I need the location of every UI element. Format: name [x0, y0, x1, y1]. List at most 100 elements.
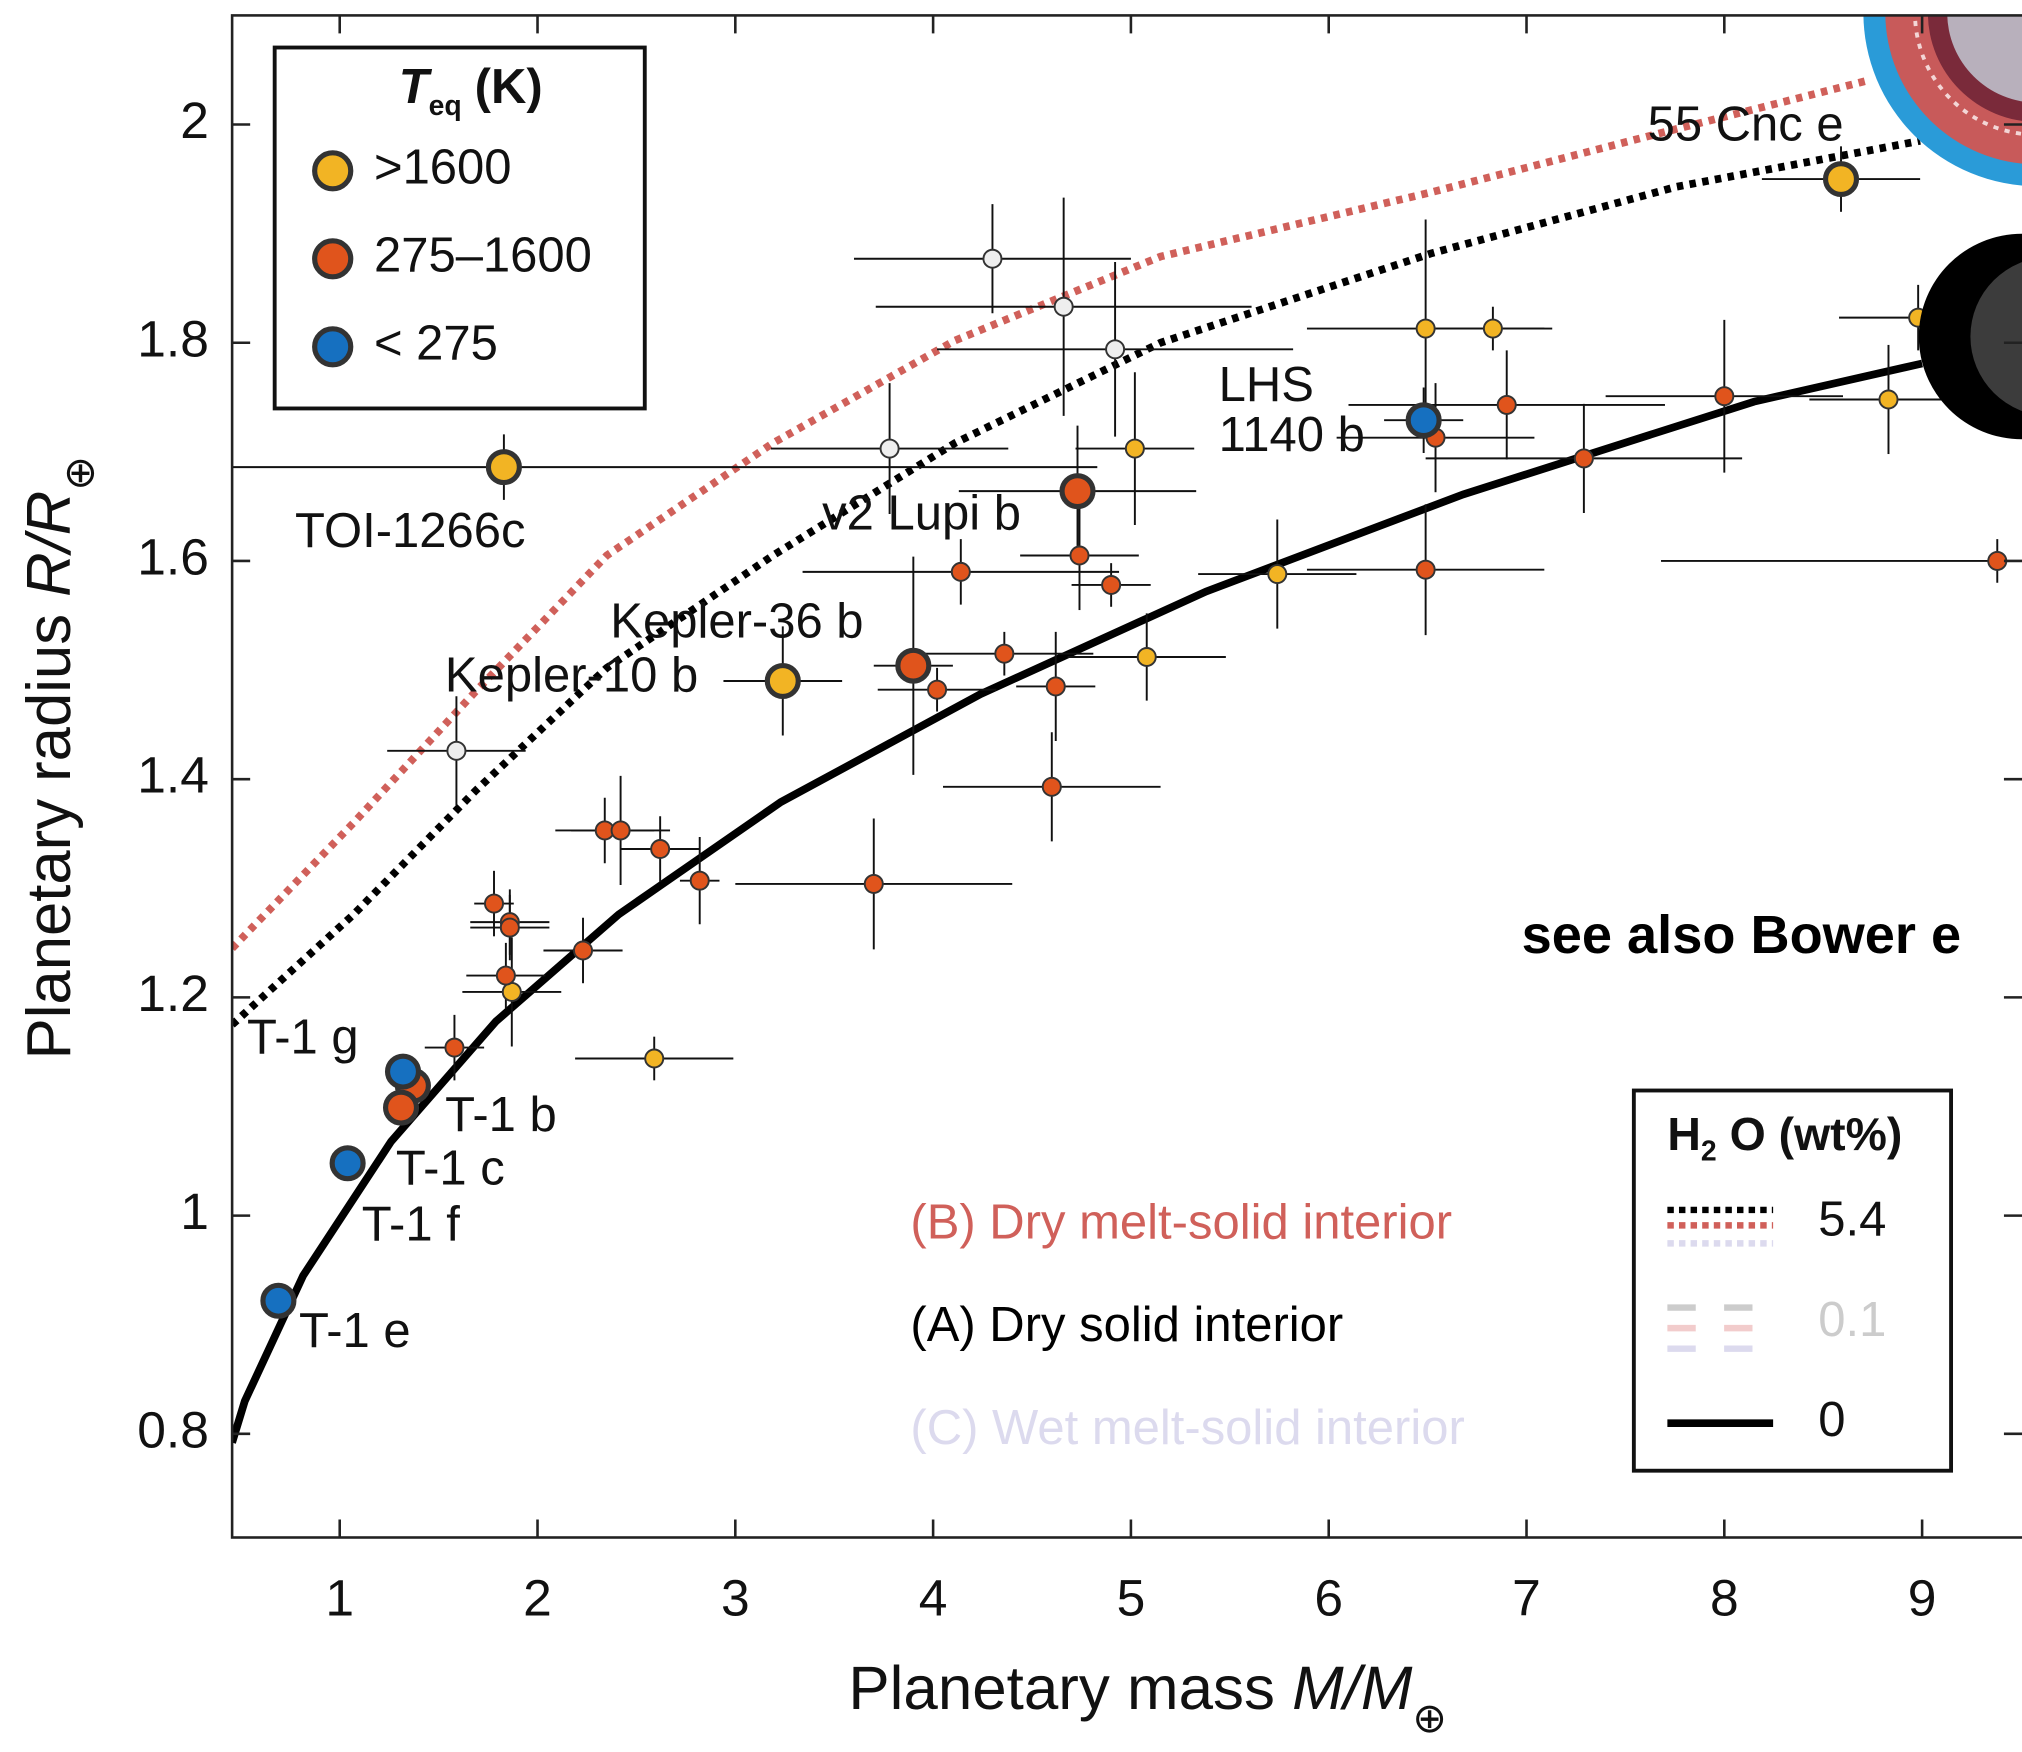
y-axis-label: Planetary radius R/R⊕ [15, 456, 102, 1059]
x-label-sub: ⊕ [1412, 1695, 1447, 1741]
planet-marker [1069, 545, 1090, 566]
planet-marker [1267, 564, 1288, 585]
x-tick-label: 5 [1117, 1568, 1146, 1626]
x-tick-label: 8 [1710, 1568, 1739, 1626]
planet-marker [1101, 575, 1122, 595]
planet-marker [1987, 551, 2008, 571]
legend-marker [312, 326, 354, 368]
point-labels: TOI-1266c 55 Cnc e Kepler-10 b v2 Lupi b Kep… [247, 98, 1844, 1358]
planet-label: 1140 b [1219, 408, 1365, 462]
legend-title-sub: eq [429, 89, 462, 121]
title-rest: O (wt%) [1730, 1108, 1903, 1160]
planet-marker [1482, 318, 1503, 339]
planet-marker [1045, 676, 1066, 697]
legend-entry: 0.1 [1818, 1293, 1886, 1347]
y-tick-label: 1 [180, 1182, 209, 1240]
planet-marker [382, 1089, 420, 1126]
x-tick-label: 9 [1908, 1568, 1937, 1626]
planet-marker [1496, 394, 1517, 415]
planet-marker [260, 1282, 297, 1319]
planet-label: Kepler-10 b [445, 648, 698, 702]
legend-label: < 275 [374, 317, 498, 371]
x-tick-label: 7 [1512, 1568, 1541, 1626]
x-label-text: Planetary mass [848, 1654, 1292, 1723]
title-h: H [1667, 1108, 1701, 1160]
model-markers [1863, 15, 2022, 440]
planet-label: T-1 b [445, 1088, 557, 1142]
legend-label: 275–1600 [374, 229, 592, 283]
planet-marker [610, 820, 631, 841]
planet-marker [895, 647, 932, 684]
planet-label: T-1 g [247, 1011, 359, 1065]
annotation: (C) Wet melt-solid interior [910, 1401, 1464, 1455]
y-tick-label: 1.8 [137, 309, 209, 367]
y-label-text: Planetary radius [15, 597, 84, 1060]
annotation: (B) Dry melt-solid interior [910, 1195, 1452, 1249]
y-tick-label: 1.4 [137, 746, 209, 804]
legend-title-unit: (K) [475, 60, 543, 114]
planet-marker [1136, 647, 1157, 667]
y-tick-label: 2 [180, 91, 209, 149]
y-tick-label: 0.8 [137, 1401, 209, 1459]
legend-title: Teq (K) [399, 60, 543, 121]
y-tick-label: 1.2 [137, 964, 209, 1022]
planet-marker [689, 870, 710, 891]
planet-marker [1405, 402, 1442, 439]
model-curve [232, 137, 1921, 1028]
planet-marker [444, 1037, 465, 1058]
planet-marker [329, 1145, 366, 1182]
planet-label: T-1 f [362, 1197, 460, 1251]
planet-marker [485, 449, 522, 486]
annotations: (B) Dry melt-solid interior (A) Dry solid… [910, 905, 1961, 1454]
planet-label: 55 Cnc e [1648, 98, 1844, 152]
planet-marker [1878, 389, 1899, 410]
axes-frame [230, 14, 2022, 1539]
x-tick-label: 4 [919, 1568, 948, 1626]
x-tick-label: 1 [325, 1568, 354, 1626]
planet-label: T-1 c [396, 1142, 505, 1196]
x-tick-label: 2 [523, 1568, 552, 1626]
legend-marker [312, 238, 354, 280]
planet-label: v2 Lupi b [822, 487, 1021, 541]
planet-marker [994, 643, 1015, 664]
planet-marker [501, 981, 522, 1002]
planet-marker [644, 1048, 665, 1069]
planet-marker [1822, 161, 1860, 198]
planet-marker [484, 893, 504, 914]
planet-marker [982, 248, 1003, 269]
x-tick-label: 6 [1314, 1568, 1343, 1626]
planet-marker [495, 965, 516, 986]
x-axis-label: Planetary mass M/M⊕ [848, 1654, 1447, 1741]
planet-label: TOI-1266c [295, 504, 526, 558]
planet-label: T-1 e [299, 1304, 411, 1358]
water-legend: H2 O (wt%) 5.4 0.1 0 [1631, 1088, 1954, 1473]
x-tick-label: 3 [721, 1568, 750, 1626]
annotation: (A) Dry solid interior [910, 1298, 1343, 1352]
planet-marker [1041, 776, 1062, 797]
legend-label: >1600 [374, 141, 512, 195]
plot-area: TOI-1266c 55 Cnc e Kepler-10 b v2 Lupi b Kep… [232, 15, 2022, 1444]
y-tick-label: 1.6 [137, 528, 209, 586]
planet-marker [650, 839, 671, 859]
legend-entry: 0 [1818, 1393, 1845, 1447]
legend-marker [312, 150, 354, 192]
planet-marker [879, 438, 900, 459]
water-legend-title: H2 O (wt%) [1667, 1108, 1902, 1167]
planet-marker [1059, 473, 1096, 510]
legend-title-symbol: T [399, 60, 433, 114]
planet-marker [950, 561, 971, 582]
planet-marker [499, 917, 520, 938]
decor-circle [1970, 262, 2022, 411]
planet-marker [446, 740, 467, 761]
planet-label: LHS [1219, 358, 1314, 412]
planet-marker [1124, 438, 1145, 459]
points [260, 161, 2008, 1319]
decor-ring [1947, 15, 2022, 102]
planet-marker [1105, 339, 1126, 360]
planet-marker [1053, 296, 1074, 317]
planet-marker [1415, 318, 1436, 339]
planet-marker [1714, 386, 1735, 407]
ticks: 1 2 3 4 5 6 7 8 9 0.8 1 1.2 1.4 1.6 1.8 2 [137, 15, 2022, 1626]
